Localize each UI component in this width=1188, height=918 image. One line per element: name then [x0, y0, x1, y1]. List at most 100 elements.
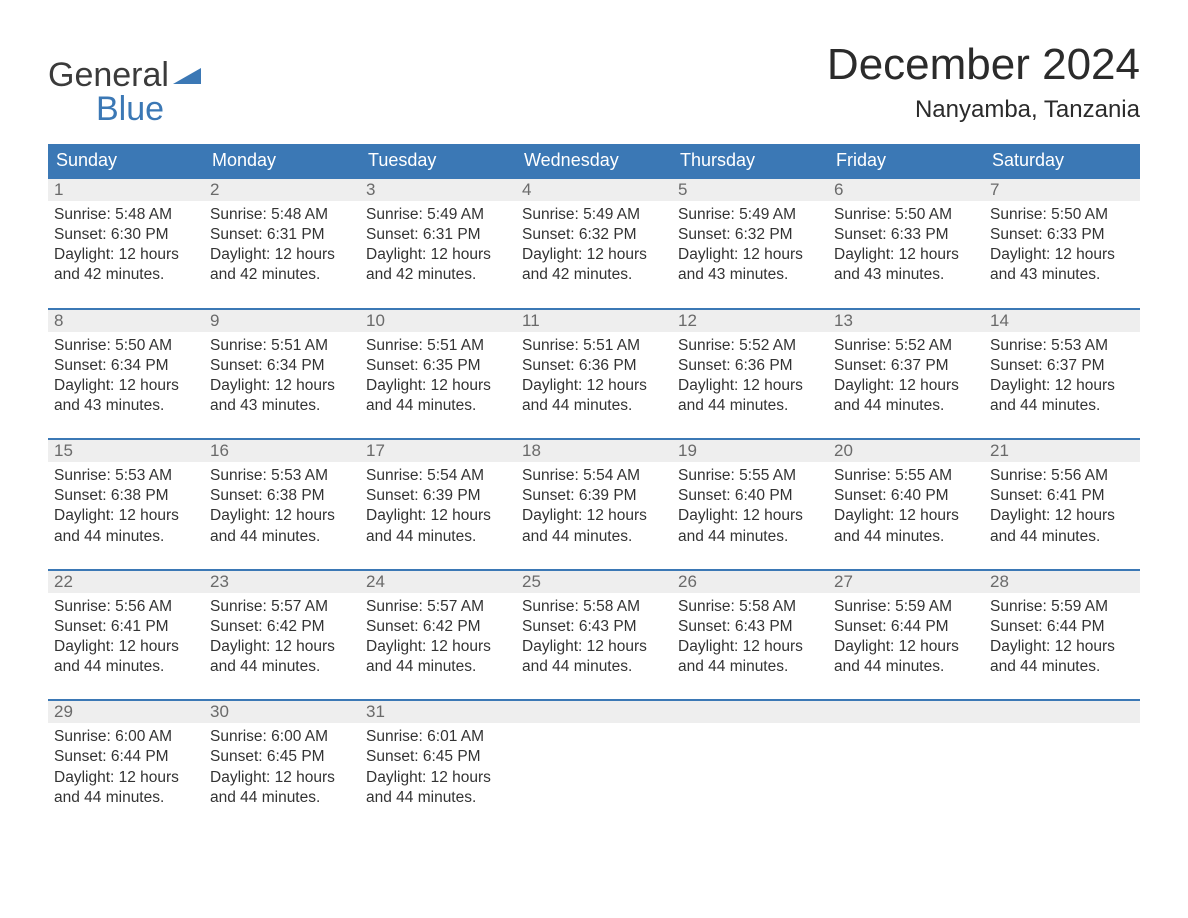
page-header: General Blue December 2024 Nanyamba, Tan…: [48, 40, 1140, 126]
day-details: Sunrise: 5:54 AMSunset: 6:39 PMDaylight:…: [516, 462, 672, 547]
day-number: 2: [204, 179, 360, 201]
calendar-day: 29Sunrise: 6:00 AMSunset: 6:44 PMDayligh…: [48, 701, 204, 808]
day-details: Sunrise: 6:00 AMSunset: 6:45 PMDaylight:…: [204, 723, 360, 808]
day-details: Sunrise: 5:53 AMSunset: 6:38 PMDaylight:…: [204, 462, 360, 547]
day-number: 9: [204, 310, 360, 332]
calendar-day: 11Sunrise: 5:51 AMSunset: 6:36 PMDayligh…: [516, 310, 672, 417]
day-number: 18: [516, 440, 672, 462]
calendar-day: ..: [984, 701, 1140, 808]
weekday-header: Thursday: [672, 144, 828, 177]
calendar-week: 29Sunrise: 6:00 AMSunset: 6:44 PMDayligh…: [48, 699, 1140, 808]
day-details: Sunrise: 5:58 AMSunset: 6:43 PMDaylight:…: [516, 593, 672, 678]
day-number: 13: [828, 310, 984, 332]
location-label: Nanyamba, Tanzania: [827, 96, 1140, 124]
day-number: 27: [828, 571, 984, 593]
day-details: Sunrise: 5:50 AMSunset: 6:34 PMDaylight:…: [48, 332, 204, 417]
weekday-header: Saturday: [984, 144, 1140, 177]
weekday-header: Friday: [828, 144, 984, 177]
calendar-day: 28Sunrise: 5:59 AMSunset: 6:44 PMDayligh…: [984, 571, 1140, 678]
day-number: .: [672, 701, 828, 723]
calendar-day: 20Sunrise: 5:55 AMSunset: 6:40 PMDayligh…: [828, 440, 984, 547]
calendar-day: 2Sunrise: 5:48 AMSunset: 6:31 PMDaylight…: [204, 179, 360, 286]
calendar-day: 6Sunrise: 5:50 AMSunset: 6:33 PMDaylight…: [828, 179, 984, 286]
day-details: Sunrise: 6:00 AMSunset: 6:44 PMDaylight:…: [48, 723, 204, 808]
calendar-day: 15Sunrise: 5:53 AMSunset: 6:38 PMDayligh…: [48, 440, 204, 547]
day-number: .: [828, 701, 984, 723]
day-number: .: [516, 701, 672, 723]
day-details: Sunrise: 5:50 AMSunset: 6:33 PMDaylight:…: [828, 201, 984, 286]
day-number: 5: [672, 179, 828, 201]
day-number: 22: [48, 571, 204, 593]
calendar-day: 16Sunrise: 5:53 AMSunset: 6:38 PMDayligh…: [204, 440, 360, 547]
calendar-day: 21Sunrise: 5:56 AMSunset: 6:41 PMDayligh…: [984, 440, 1140, 547]
day-number: 24: [360, 571, 516, 593]
calendar-day: 25Sunrise: 5:58 AMSunset: 6:43 PMDayligh…: [516, 571, 672, 678]
day-details: Sunrise: 5:57 AMSunset: 6:42 PMDaylight:…: [204, 593, 360, 678]
calendar-day: 5Sunrise: 5:49 AMSunset: 6:32 PMDaylight…: [672, 179, 828, 286]
day-number: 19: [672, 440, 828, 462]
calendar-day: 4Sunrise: 5:49 AMSunset: 6:32 PMDaylight…: [516, 179, 672, 286]
calendar-day: 12Sunrise: 5:52 AMSunset: 6:36 PMDayligh…: [672, 310, 828, 417]
calendar-week: 15Sunrise: 5:53 AMSunset: 6:38 PMDayligh…: [48, 438, 1140, 547]
day-number: 23: [204, 571, 360, 593]
day-details: Sunrise: 5:59 AMSunset: 6:44 PMDaylight:…: [984, 593, 1140, 678]
day-details: Sunrise: 5:59 AMSunset: 6:44 PMDaylight:…: [828, 593, 984, 678]
day-number: 28: [984, 571, 1140, 593]
day-number: 17: [360, 440, 516, 462]
calendar-day: 13Sunrise: 5:52 AMSunset: 6:37 PMDayligh…: [828, 310, 984, 417]
day-details: Sunrise: 6:01 AMSunset: 6:45 PMDaylight:…: [360, 723, 516, 808]
month-title: December 2024: [827, 40, 1140, 90]
day-details: Sunrise: 5:55 AMSunset: 6:40 PMDaylight:…: [672, 462, 828, 547]
day-details: Sunrise: 5:53 AMSunset: 6:38 PMDaylight:…: [48, 462, 204, 547]
calendar-day: 17Sunrise: 5:54 AMSunset: 6:39 PMDayligh…: [360, 440, 516, 547]
day-number: 14: [984, 310, 1140, 332]
day-number: 6: [828, 179, 984, 201]
day-number: 20: [828, 440, 984, 462]
calendar: SundayMondayTuesdayWednesdayThursdayFrid…: [48, 144, 1140, 808]
day-details: Sunrise: 5:52 AMSunset: 6:37 PMDaylight:…: [828, 332, 984, 417]
calendar-week: 22Sunrise: 5:56 AMSunset: 6:41 PMDayligh…: [48, 569, 1140, 678]
calendar-day: 22Sunrise: 5:56 AMSunset: 6:41 PMDayligh…: [48, 571, 204, 678]
day-number: 21: [984, 440, 1140, 462]
day-number: 12: [672, 310, 828, 332]
day-number: 26: [672, 571, 828, 593]
day-details: Sunrise: 5:58 AMSunset: 6:43 PMDaylight:…: [672, 593, 828, 678]
calendar-day: 31Sunrise: 6:01 AMSunset: 6:45 PMDayligh…: [360, 701, 516, 808]
logo-text-1: General: [48, 58, 169, 92]
calendar-day: 30Sunrise: 6:00 AMSunset: 6:45 PMDayligh…: [204, 701, 360, 808]
day-details: Sunrise: 5:53 AMSunset: 6:37 PMDaylight:…: [984, 332, 1140, 417]
weekday-header: Wednesday: [516, 144, 672, 177]
calendar-day: 19Sunrise: 5:55 AMSunset: 6:40 PMDayligh…: [672, 440, 828, 547]
calendar-day: 27Sunrise: 5:59 AMSunset: 6:44 PMDayligh…: [828, 571, 984, 678]
logo: General Blue: [48, 40, 201, 126]
day-details: Sunrise: 5:52 AMSunset: 6:36 PMDaylight:…: [672, 332, 828, 417]
weekday-header: Tuesday: [360, 144, 516, 177]
weekday-header: Sunday: [48, 144, 204, 177]
calendar-day: ..: [672, 701, 828, 808]
calendar-day: 14Sunrise: 5:53 AMSunset: 6:37 PMDayligh…: [984, 310, 1140, 417]
calendar-day: 24Sunrise: 5:57 AMSunset: 6:42 PMDayligh…: [360, 571, 516, 678]
calendar-day: ..: [828, 701, 984, 808]
calendar-day: 18Sunrise: 5:54 AMSunset: 6:39 PMDayligh…: [516, 440, 672, 547]
day-details: Sunrise: 5:48 AMSunset: 6:30 PMDaylight:…: [48, 201, 204, 286]
calendar-week: 1Sunrise: 5:48 AMSunset: 6:30 PMDaylight…: [48, 177, 1140, 286]
day-number: 15: [48, 440, 204, 462]
day-number: 25: [516, 571, 672, 593]
flag-icon: [173, 58, 201, 92]
day-number: 4: [516, 179, 672, 201]
calendar-day: 1Sunrise: 5:48 AMSunset: 6:30 PMDaylight…: [48, 179, 204, 286]
calendar-day: ..: [516, 701, 672, 808]
day-number: .: [984, 701, 1140, 723]
day-number: 7: [984, 179, 1140, 201]
day-number: 3: [360, 179, 516, 201]
day-details: Sunrise: 5:56 AMSunset: 6:41 PMDaylight:…: [984, 462, 1140, 547]
day-number: 16: [204, 440, 360, 462]
day-details: Sunrise: 5:48 AMSunset: 6:31 PMDaylight:…: [204, 201, 360, 286]
day-number: 31: [360, 701, 516, 723]
day-details: Sunrise: 5:49 AMSunset: 6:32 PMDaylight:…: [516, 201, 672, 286]
day-number: 10: [360, 310, 516, 332]
day-details: Sunrise: 5:50 AMSunset: 6:33 PMDaylight:…: [984, 201, 1140, 286]
calendar-day: 8Sunrise: 5:50 AMSunset: 6:34 PMDaylight…: [48, 310, 204, 417]
day-details: Sunrise: 5:49 AMSunset: 6:31 PMDaylight:…: [360, 201, 516, 286]
day-details: Sunrise: 5:54 AMSunset: 6:39 PMDaylight:…: [360, 462, 516, 547]
